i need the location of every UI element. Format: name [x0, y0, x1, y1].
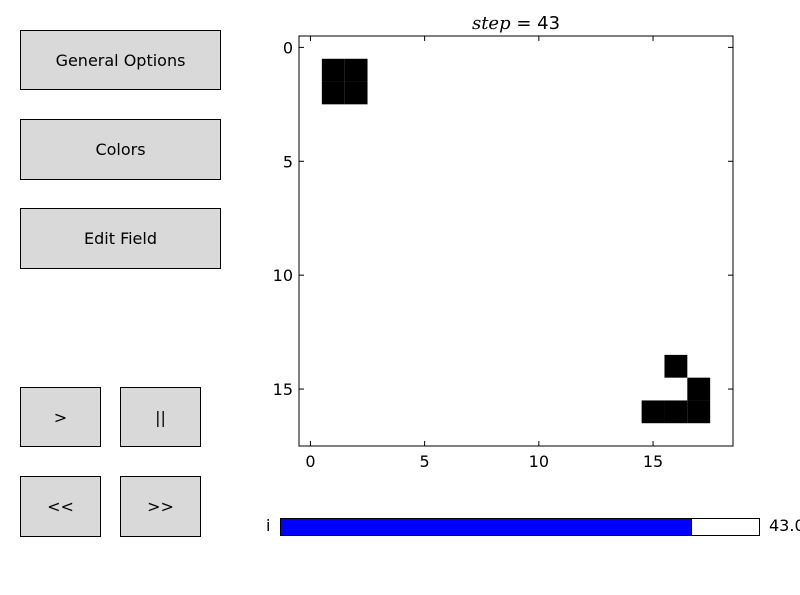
play-button[interactable]: > [20, 387, 101, 447]
alive-cell [344, 58, 368, 82]
step-slider[interactable] [280, 518, 760, 536]
slider-label: i [266, 516, 271, 535]
alive-cell [321, 58, 345, 82]
alive-cell [344, 81, 368, 105]
x-tick-label: 0 [305, 452, 315, 471]
plot-title: step = 43 [472, 13, 560, 34]
x-tick-label: 15 [643, 452, 663, 471]
general-options-button[interactable]: General Options [20, 30, 221, 90]
step-forward-button[interactable]: >> [120, 476, 201, 537]
y-tick-label: 15 [273, 380, 293, 399]
plot-title-variable: step [472, 13, 511, 34]
alive-cell [664, 354, 688, 378]
y-tick-label: 5 [283, 152, 293, 171]
alive-cell [687, 377, 711, 401]
plot-background [299, 36, 733, 446]
slider-value: 43.0 [769, 516, 800, 535]
x-tick-label: 5 [420, 452, 430, 471]
step-back-button[interactable]: << [20, 476, 101, 537]
edit-field-button[interactable]: Edit Field [20, 208, 221, 269]
y-tick-label: 10 [273, 266, 293, 285]
plot-frame [298, 35, 734, 447]
plot-title-equals: = [511, 13, 538, 34]
y-tick-label: 0 [283, 38, 293, 57]
x-tick-label: 10 [529, 452, 549, 471]
slider-fill [281, 519, 693, 535]
alive-cell [321, 81, 345, 105]
colors-button[interactable]: Colors [20, 119, 221, 180]
alive-cell [641, 400, 665, 424]
alive-cell [664, 400, 688, 424]
alive-cell [687, 400, 711, 424]
cells-layer [321, 58, 711, 424]
ticks-layer: 0 5 10 15 0 5 10 15 [273, 36, 733, 471]
pause-button[interactable]: || [120, 387, 201, 447]
plot-title-step-value: 43 [537, 13, 560, 34]
